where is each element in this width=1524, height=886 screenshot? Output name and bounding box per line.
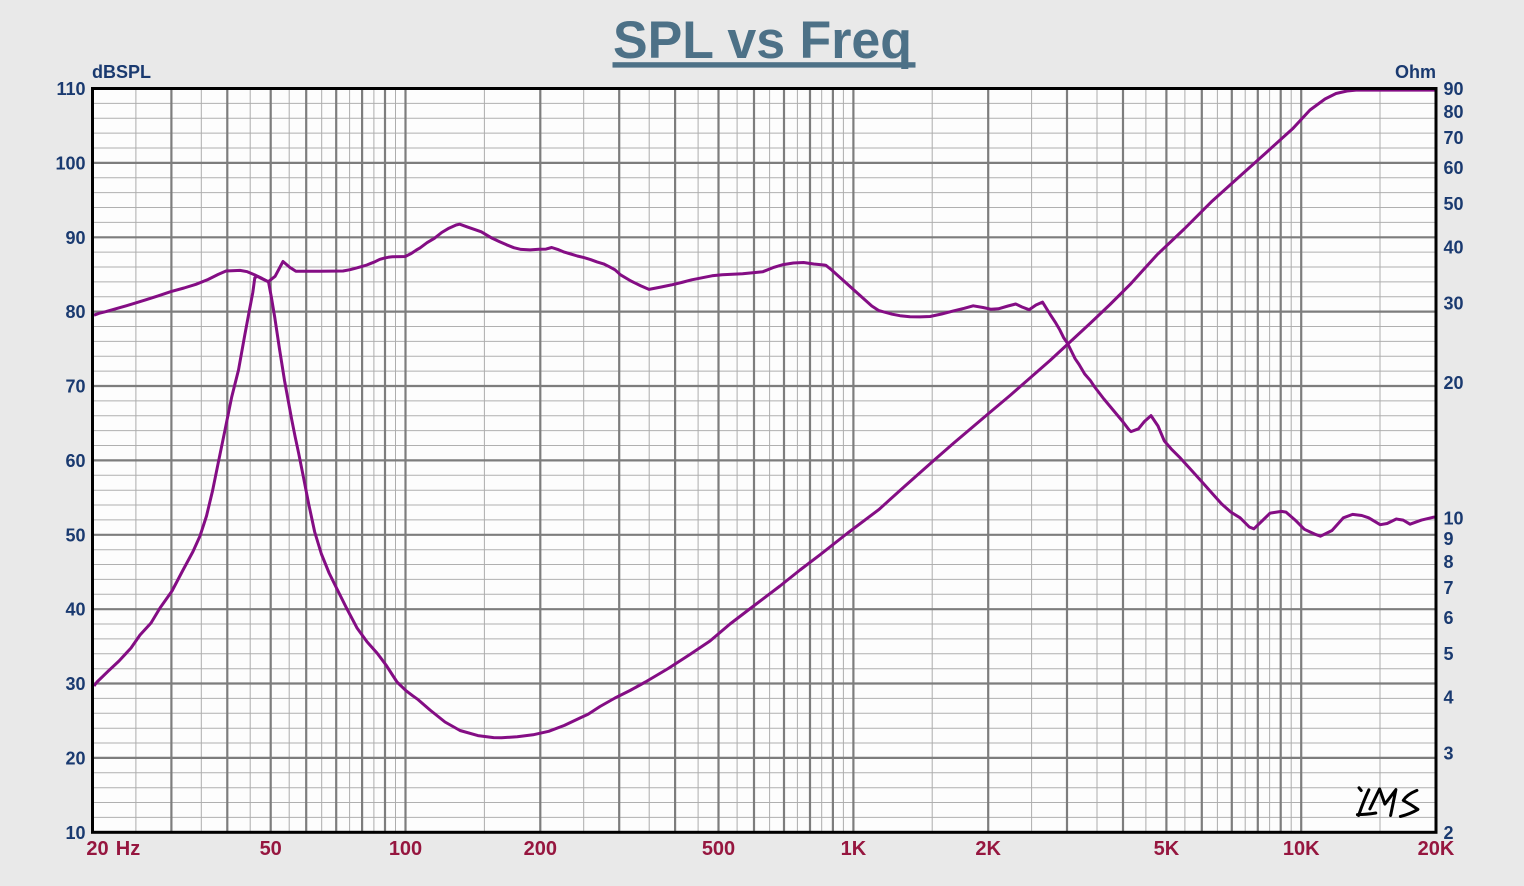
svg-text:60: 60 xyxy=(1444,158,1464,178)
svg-text:8: 8 xyxy=(1444,552,1454,572)
svg-text:2K: 2K xyxy=(975,838,1001,860)
svg-text:10: 10 xyxy=(1444,508,1464,528)
svg-text:2: 2 xyxy=(1444,823,1454,843)
svg-text:500: 500 xyxy=(702,838,735,860)
svg-text:100: 100 xyxy=(55,153,85,173)
svg-text:9: 9 xyxy=(1444,529,1454,549)
svg-text:7: 7 xyxy=(1444,578,1454,598)
svg-text:60: 60 xyxy=(65,451,85,471)
svg-text:20K: 20K xyxy=(1418,838,1455,860)
svg-text:5: 5 xyxy=(1444,644,1454,664)
svg-text:50: 50 xyxy=(65,525,85,545)
svg-text:5K: 5K xyxy=(1154,838,1180,860)
svg-text:70: 70 xyxy=(65,377,85,397)
svg-text:30: 30 xyxy=(65,674,85,694)
svg-text:110: 110 xyxy=(56,79,85,99)
svg-text:80: 80 xyxy=(65,302,85,322)
svg-text:20: 20 xyxy=(1444,373,1464,393)
svg-text:90: 90 xyxy=(65,228,85,248)
svg-text:1K: 1K xyxy=(841,838,867,860)
svg-text:10: 10 xyxy=(65,823,85,843)
svg-text:10K: 10K xyxy=(1283,838,1320,860)
svg-text:6: 6 xyxy=(1444,608,1454,628)
svg-text:90: 90 xyxy=(1444,79,1464,99)
svg-text:Hz: Hz xyxy=(116,838,140,860)
svg-text:70: 70 xyxy=(1444,128,1464,148)
svg-text:3: 3 xyxy=(1444,744,1454,764)
svg-text:30: 30 xyxy=(1444,294,1464,314)
svg-text:20: 20 xyxy=(86,838,108,860)
svg-text:100: 100 xyxy=(389,838,422,860)
svg-text:50: 50 xyxy=(1444,194,1464,214)
svg-text:200: 200 xyxy=(524,838,557,860)
svg-text:Ohm: Ohm xyxy=(1395,62,1436,82)
svg-text:40: 40 xyxy=(1444,238,1464,258)
svg-text:4: 4 xyxy=(1444,687,1454,707)
svg-text:50: 50 xyxy=(260,838,282,860)
svg-text:dBSPL: dBSPL xyxy=(92,62,151,82)
svg-text:20: 20 xyxy=(65,748,85,768)
svg-text:80: 80 xyxy=(1444,102,1464,122)
svg-text:SPL vs Freq: SPL vs Freq xyxy=(613,11,912,70)
svg-text:40: 40 xyxy=(65,600,85,620)
